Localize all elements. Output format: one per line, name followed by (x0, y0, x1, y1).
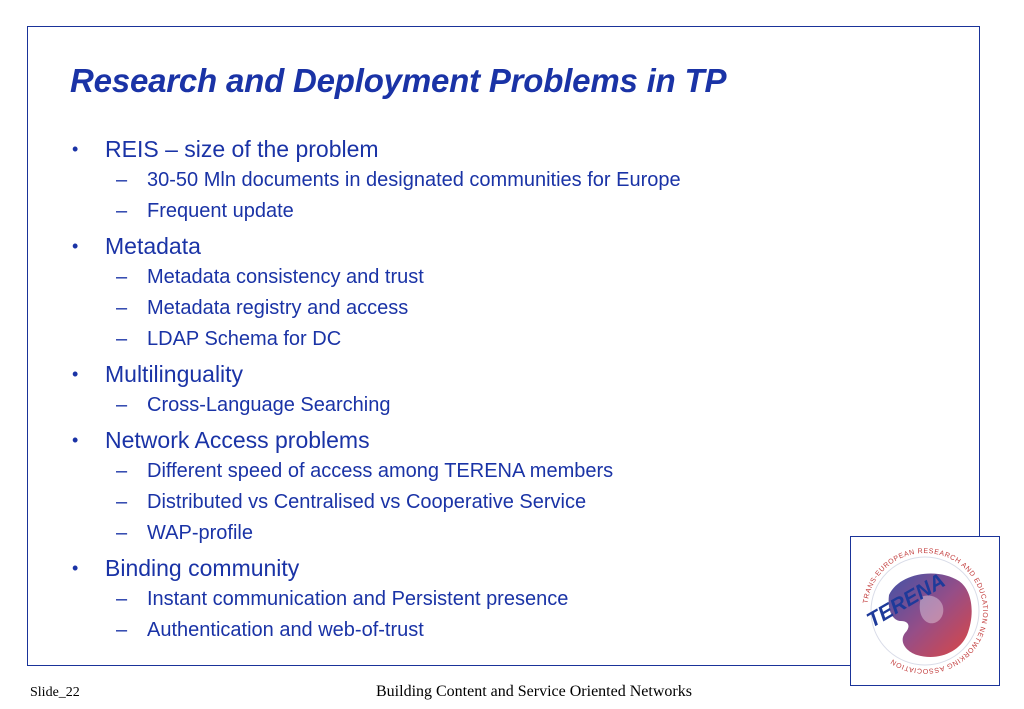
bullet-group: • Network Access problems – Different sp… (70, 427, 904, 553)
bullet-group: • REIS – size of the problem – 30-50 Mln… (70, 136, 904, 231)
sub-bullet-label: WAP-profile (147, 522, 253, 544)
bullet-dot-icon: • (72, 236, 79, 256)
bullet-item: • Network Access problems (70, 427, 904, 460)
sub-bullet-label: Authentication and web-of-trust (147, 619, 424, 641)
sub-bullet-item: – WAP-profile (70, 522, 904, 553)
bullet-item: • REIS – size of the problem (70, 136, 904, 169)
bullet-label: Multilinguality (105, 361, 244, 387)
bullet-dot-icon: • (72, 139, 79, 159)
slide-frame (27, 26, 980, 666)
slide-number: Slide_22 (30, 685, 80, 700)
bullet-label: REIS – size of the problem (105, 136, 379, 162)
sub-bullet-label: LDAP Schema for DC (147, 328, 342, 350)
sub-bullet-item: – Authentication and web-of-trust (70, 619, 904, 650)
dash-icon: – (116, 619, 128, 641)
sub-bullet-item: – LDAP Schema for DC (70, 328, 904, 359)
sub-bullet-label: 30-50 Mln documents in designated commun… (147, 169, 681, 191)
dash-icon: – (116, 169, 128, 191)
sub-bullet-label: Distributed vs Centralised vs Cooperativ… (147, 491, 587, 513)
sub-bullet-item: – Cross-Language Searching (70, 394, 904, 425)
sub-bullet-label: Metadata registry and access (147, 297, 409, 319)
dash-icon: – (116, 491, 128, 513)
dash-icon: – (116, 522, 128, 544)
sub-bullet-label: Frequent update (147, 200, 294, 222)
sub-bullet-label: Instant communication and Persistent pre… (147, 588, 569, 610)
sub-bullet-label: Metadata consistency and trust (147, 266, 424, 288)
dash-icon: – (116, 266, 128, 288)
sub-bullet-item: – Distributed vs Centralised vs Cooperat… (70, 491, 904, 522)
bullet-dot-icon: • (72, 558, 79, 578)
sub-bullet-item: – Metadata consistency and trust (70, 266, 904, 297)
sub-bullet-item: – Different speed of access among TERENA… (70, 460, 904, 491)
bullet-group: • Metadata – Metadata consistency and tr… (70, 233, 904, 359)
bullet-list: • REIS – size of the problem – 30-50 Mln… (70, 136, 904, 652)
dash-icon: – (116, 200, 128, 222)
bullet-label: Network Access problems (105, 427, 370, 453)
sub-bullet-item: – Metadata registry and access (70, 297, 904, 328)
bullet-label: Metadata (105, 233, 201, 259)
bullet-group: • Binding community – Instant communicat… (70, 555, 904, 650)
dash-icon: – (116, 588, 128, 610)
sub-bullet-item: – Frequent update (70, 200, 904, 231)
bullet-dot-icon: • (72, 430, 79, 450)
bullet-item: • Metadata (70, 233, 904, 266)
dash-icon: – (116, 460, 128, 482)
slide-title: Research and Deployment Problems in TP (70, 62, 727, 99)
bullet-item: • Binding community (70, 555, 904, 588)
dash-icon: – (116, 394, 128, 416)
terena-logo-icon: TRANS-EUROPEAN RESEARCH AND EDUCATION NE… (862, 548, 987, 674)
sub-bullet-label: Different speed of access among TERENA m… (147, 460, 614, 482)
terena-logo: TRANS-EUROPEAN RESEARCH AND EDUCATION NE… (850, 536, 1000, 686)
bullet-dot-icon: • (72, 364, 79, 384)
dash-icon: – (116, 297, 128, 319)
sub-bullet-item: – 30-50 Mln documents in designated comm… (70, 169, 904, 200)
sub-bullet-label: Cross-Language Searching (147, 394, 391, 416)
dash-icon: – (116, 328, 128, 350)
sub-bullet-item: – Instant communication and Persistent p… (70, 588, 904, 619)
bullet-group: • Multilinguality – Cross-Language Searc… (70, 361, 904, 425)
footer-title: Building Content and Service Oriented Ne… (376, 683, 692, 700)
bullet-item: • Multilinguality (70, 361, 904, 394)
bullet-label: Binding community (105, 555, 300, 581)
